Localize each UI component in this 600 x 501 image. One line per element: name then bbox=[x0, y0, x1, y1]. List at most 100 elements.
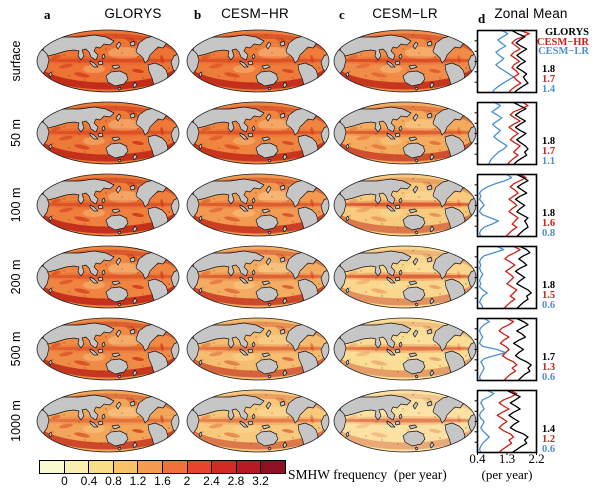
row-label-100-m: 100 m bbox=[9, 187, 23, 223]
row-label-surface: surface bbox=[9, 40, 23, 82]
zonal-mean-plot-100-m bbox=[474, 173, 538, 238]
map-cesm-lr-500-m bbox=[333, 317, 477, 381]
column-title-glorys: GLORYS bbox=[104, 6, 162, 21]
map-glorys-surface bbox=[36, 29, 180, 93]
zonal-xaxis-tick-label: 1.3 bbox=[498, 451, 516, 466]
mean-value-cesm-hr: 1.3 bbox=[542, 362, 556, 373]
colorbar-segment bbox=[162, 461, 188, 473]
zonal-mean-values-100-m: 1.8 1.6 0.8 bbox=[542, 208, 556, 239]
zonal-mean-values-1000-m: 1.4 1.2 0.6 bbox=[542, 424, 556, 455]
mean-value-cesm-lr: 0.6 bbox=[542, 444, 556, 455]
zonal-legend: GLORYS CESM−HR CESM−LR bbox=[537, 28, 589, 57]
colorbar-segment bbox=[236, 461, 262, 473]
map-cesm-hr-500-m bbox=[186, 317, 330, 381]
colorbar-segment bbox=[113, 461, 139, 473]
colorbar-tick-label: 2.8 bbox=[227, 474, 245, 488]
zonal-mean-values-200-m: 1.8 1.5 0.6 bbox=[542, 280, 556, 311]
mean-value-glorys: 1.8 bbox=[542, 64, 556, 75]
panel-letter-c: c bbox=[339, 7, 345, 22]
colorbar-tick-label: 3.2 bbox=[252, 474, 269, 488]
zonal-line-glorys bbox=[514, 245, 532, 309]
colorbar-segment bbox=[40, 461, 65, 473]
panel-letter-a: a bbox=[44, 7, 51, 22]
mean-value-cesm-hr: 1.7 bbox=[542, 74, 556, 85]
map-cesm-lr-200-m bbox=[333, 245, 477, 309]
colorbar-segment bbox=[261, 461, 285, 473]
mean-value-cesm-hr: 1.6 bbox=[542, 218, 556, 229]
legend-entry: GLORYS bbox=[545, 27, 589, 38]
zonal-mean-plot-surface bbox=[474, 29, 538, 94]
column-title-cesm-hr: CESM−HR bbox=[221, 6, 289, 21]
zonal-line-cesm_lr bbox=[478, 389, 495, 453]
mean-value-cesm-lr: 0.8 bbox=[542, 228, 556, 239]
map-cesm-hr-surface bbox=[186, 29, 330, 93]
map-cesm-hr-100-m bbox=[186, 173, 330, 237]
zonal-line-cesm_lr bbox=[488, 101, 508, 165]
zonal-line-cesm_hr bbox=[507, 29, 530, 93]
map-cesm-lr-50-m bbox=[333, 101, 477, 165]
zonal-mean-values-surface: 1.8 1.7 1.4 bbox=[542, 64, 556, 95]
zonal-xaxis-tick-label: 2.2 bbox=[528, 451, 545, 466]
panel-letter-b: b bbox=[194, 7, 202, 22]
zonal-line-glorys bbox=[513, 101, 529, 165]
map-glorys-500-m bbox=[36, 317, 180, 381]
map-cesm-lr-surface bbox=[333, 29, 477, 93]
row-label-500-m: 500 m bbox=[9, 331, 23, 367]
mean-value-glorys: 1.8 bbox=[542, 208, 556, 219]
row-label-200-m: 200 m bbox=[9, 259, 23, 295]
map-cesm-lr-1000-m bbox=[333, 389, 477, 453]
mean-value-glorys: 1.4 bbox=[542, 424, 556, 435]
colorbar-tick-label: 0.8 bbox=[105, 474, 122, 488]
colorbar-tick-label: 0.4 bbox=[80, 474, 98, 488]
zonal-xaxis-tick-label: 0.4 bbox=[469, 451, 486, 466]
mean-value-cesm-hr: 1.7 bbox=[542, 146, 556, 157]
zonal-mean-values-500-m: 1.7 1.3 0.6 bbox=[542, 352, 556, 383]
map-cesm-hr-200-m bbox=[186, 245, 330, 309]
zonal-line-cesm_hr bbox=[506, 101, 529, 165]
zonal-mean-plot-1000-m bbox=[474, 389, 538, 455]
zonal-line-cesm_hr bbox=[498, 317, 518, 381]
colorbar-tick-label: 2 bbox=[183, 474, 191, 488]
zonal-line-cesm_hr bbox=[496, 389, 518, 453]
zonal-mean-plot-200-m bbox=[474, 245, 538, 310]
colorbar-segment bbox=[64, 461, 90, 473]
colorbar bbox=[39, 460, 286, 474]
zonal-line-cesm_lr bbox=[478, 317, 507, 381]
zonal-mean-values-50-m: 1.8 1.7 1.1 bbox=[542, 136, 556, 167]
zonal-line-cesm_hr bbox=[503, 245, 521, 309]
column-title-zonal-mean: Zonal Mean bbox=[494, 6, 568, 21]
zonal-mean-plot-50-m bbox=[474, 101, 538, 166]
legend-entry: CESM−LR bbox=[538, 46, 589, 57]
colorbar-tick-label: 2.4 bbox=[203, 474, 220, 488]
map-cesm-lr-100-m bbox=[333, 173, 477, 237]
colorbar-tick-label: 0 bbox=[61, 474, 68, 488]
colorbar-segment bbox=[187, 461, 213, 473]
mean-value-cesm-lr: 1.4 bbox=[542, 84, 556, 95]
mean-value-glorys: 1.8 bbox=[542, 136, 556, 147]
mean-value-cesm-hr: 1.2 bbox=[542, 434, 556, 445]
zonal-line-cesm_hr bbox=[505, 173, 527, 237]
map-glorys-1000-m bbox=[36, 389, 180, 453]
zonal-line-glorys bbox=[511, 29, 529, 94]
column-title-cesm-lr: CESM−LR bbox=[372, 6, 438, 21]
zonal-xaxis-label: (per year) bbox=[481, 467, 533, 482]
legend-entry: CESM−HR bbox=[536, 36, 589, 48]
mean-value-glorys: 1.8 bbox=[542, 280, 556, 291]
mean-value-cesm-lr: 0.6 bbox=[542, 300, 556, 311]
mean-value-cesm-hr: 1.5 bbox=[542, 290, 556, 301]
panel-letter-d: d bbox=[478, 11, 486, 26]
mean-value-cesm-lr: 0.6 bbox=[542, 372, 556, 383]
map-glorys-50-m bbox=[36, 101, 180, 165]
map-cesm-hr-1000-m bbox=[186, 389, 330, 453]
map-cesm-hr-50-m bbox=[186, 101, 330, 165]
colorbar-tick-label: 1.2 bbox=[129, 474, 147, 488]
zonal-line-cesm_lr bbox=[478, 173, 513, 237]
row-label-1000-m: 1000 m bbox=[9, 400, 23, 442]
colorbar-segment bbox=[212, 461, 237, 473]
map-glorys-200-m bbox=[36, 245, 180, 309]
colorbar-tick-label: 1.6 bbox=[154, 474, 171, 488]
map-glorys-100-m bbox=[36, 173, 180, 237]
mean-value-cesm-lr: 1.1 bbox=[542, 156, 556, 167]
row-label-50-m: 50 m bbox=[9, 119, 23, 147]
zonal-line-cesm_lr bbox=[492, 29, 515, 93]
